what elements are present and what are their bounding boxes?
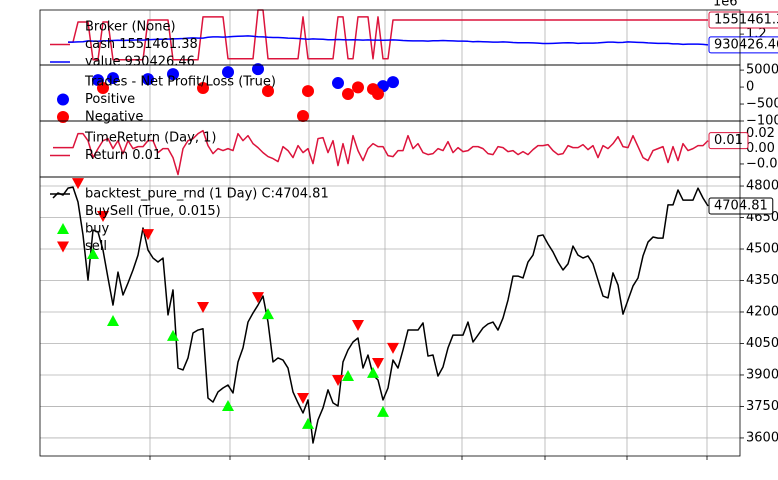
y-tick-label: 0: [746, 80, 754, 95]
y-tick-label: −10000: [746, 114, 778, 129]
y-tick-label: 0.00: [746, 141, 775, 156]
legend-label: Negative: [85, 110, 143, 125]
y-tick-label: 4350: [746, 273, 778, 288]
value-tag-box: [708, 11, 778, 29]
legend-marker: [57, 93, 69, 106]
value-tag: 0.01: [714, 133, 743, 148]
trade-point: [107, 72, 119, 85]
trade-point: [332, 77, 344, 90]
legend-title: Broker (None): [85, 20, 176, 35]
value-tag-box: [708, 132, 749, 150]
trade-marker: [142, 229, 154, 241]
trade-marker: [252, 292, 264, 304]
trade-point: [342, 88, 354, 101]
legend-label: sell: [85, 239, 107, 254]
series-line: [68, 35, 709, 46]
trade-marker: [352, 320, 364, 332]
axis-offset-text: 1e6: [713, 0, 738, 10]
series-line: [68, 9, 708, 61]
legend-marker: [57, 111, 69, 123]
trade-marker: [377, 405, 389, 417]
legend-label: value 930426.46: [85, 55, 195, 70]
trade-marker: [342, 370, 354, 382]
panel: 5000 0 −5000 −10000 Trades - Net Profit/Loss…: [39, 63, 778, 129]
y-tick-label: 4800: [746, 179, 778, 194]
panel-frame: [39, 64, 741, 122]
legend-title: Trades - Net Profit/Loss (True): [84, 75, 276, 90]
trade-marker: [387, 342, 399, 354]
legend-label: Return 0.01: [85, 148, 161, 163]
series-line: [52, 186, 709, 444]
trade-point: [252, 63, 264, 76]
y-tick-label: −5000: [746, 97, 778, 112]
trade-marker: [372, 358, 384, 369]
trade-marker: [297, 393, 309, 405]
y-tick-label: 4050: [746, 336, 778, 351]
trade-marker: [367, 366, 379, 378]
trade-marker: [167, 329, 179, 341]
value-tag-box: [708, 197, 774, 215]
legend-label: Positive: [85, 92, 135, 107]
trade-point: [97, 82, 109, 95]
y-tick-label: 3600: [746, 430, 778, 445]
trade-marker: [97, 211, 109, 223]
value-tag: 4704.81: [714, 199, 768, 214]
legend-title: BuySell (True, 0.015): [85, 204, 221, 219]
trade-point: [142, 73, 154, 86]
trade-point: [372, 88, 384, 101]
trade-marker: [107, 315, 119, 327]
trade-point: [297, 110, 309, 123]
trade-marker: [302, 417, 314, 429]
value-tag-box: [708, 36, 778, 54]
y-tick-label: 4200: [746, 304, 778, 319]
legend-marker: [57, 223, 69, 234]
trade-point: [302, 85, 314, 98]
value-tag: 1551461.38: [714, 12, 778, 27]
panel: 0.020.00−0.02 TimeReturn (Day, 1) Return 0…: [39, 120, 778, 178]
y-tick-label: 4500: [746, 242, 778, 257]
y-tick-label: 5000: [746, 63, 778, 78]
trade-marker: [87, 248, 99, 260]
panel-frame: [39, 176, 741, 457]
trade-marker: [197, 301, 209, 313]
legend-marker: [57, 241, 69, 253]
panel: 480046504500435042004050390037503600back…: [39, 176, 778, 457]
trade-marker: [332, 375, 344, 387]
legend-label: buy: [85, 222, 109, 237]
legend-label: cash 1551461.38: [85, 37, 198, 52]
y-tick-label: 0.02: [746, 126, 775, 141]
trade-point: [167, 68, 179, 81]
trade-point: [387, 76, 399, 89]
trade-marker: [262, 308, 274, 320]
trade-point: [352, 81, 364, 94]
x-tick-marks: [149, 456, 708, 460]
y-tick-label: 3750: [746, 399, 778, 414]
trade-point: [222, 66, 234, 79]
legend-label: backtest_pure_rnd (1 Day) C:4704.81: [85, 187, 329, 202]
series-line: [53, 129, 709, 176]
y-tick-label: 3900: [746, 367, 778, 382]
y-tick-label: −0.02: [746, 156, 778, 171]
trade-marker: [222, 400, 234, 412]
legend-title: TimeReturn (Day, 1): [84, 131, 216, 146]
trade-point: [197, 82, 209, 95]
value-tag: 930426.46: [714, 37, 778, 52]
trade-point: [262, 85, 274, 98]
trade-marker: [72, 178, 84, 190]
